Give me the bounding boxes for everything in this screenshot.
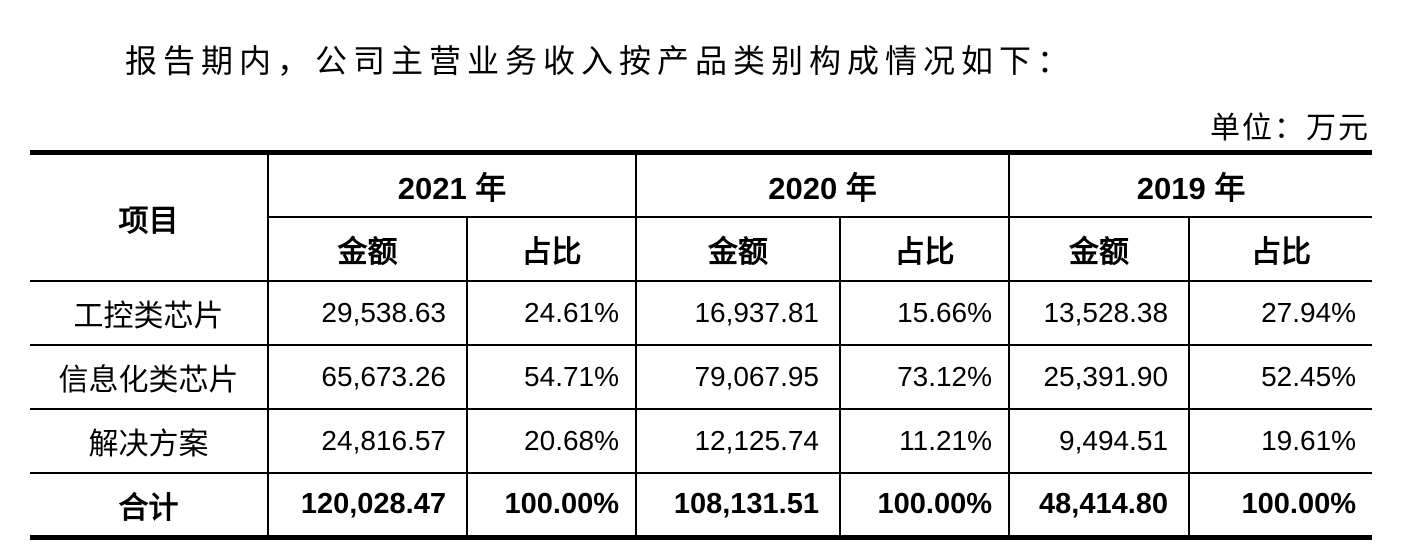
cell-ratio-2020: 15.66% (839, 280, 1011, 346)
cell-amount-2020: 12,125.74 (635, 408, 842, 474)
cell-amount-2019: 9,494.51 (1008, 408, 1191, 474)
cell-total-ratio-2020: 100.00% (839, 472, 1011, 539)
column-header-ratio-2021: 占比 (465, 216, 638, 282)
cell-amount-2019: 25,391.90 (1008, 344, 1191, 410)
cell-total-amount-2021: 120,028.47 (267, 472, 468, 539)
table-header-sub-row: 金额 占比 金额 占比 金额 占比 (30, 216, 1373, 282)
row-label: 工控类芯片 (30, 280, 269, 346)
row-label-total: 合计 (30, 472, 269, 539)
cell-amount-2021: 65,673.26 (267, 344, 468, 410)
table-row-solutions: 解决方案 24,816.57 20.68% 12,125.74 11.21% 9… (30, 408, 1373, 474)
row-label: 信息化类芯片 (30, 344, 269, 410)
cell-amount-2021: 24,816.57 (267, 408, 468, 474)
column-header-year-2019: 2019 年 (1008, 151, 1373, 218)
table-row-informatization-chips: 信息化类芯片 65,673.26 54.71% 79,067.95 73.12%… (30, 344, 1373, 410)
column-header-ratio-2019: 占比 (1188, 216, 1373, 282)
table-row-total: 合计 120,028.47 100.00% 108,131.51 100.00%… (30, 472, 1373, 539)
column-header-amount-2021: 金额 (268, 216, 468, 282)
column-header-item: 项目 (30, 151, 269, 282)
table-header-year-row: 项目 2021 年 2020 年 2019 年 (30, 151, 1373, 282)
cell-total-amount-2020: 108,131.51 (635, 472, 842, 539)
cell-ratio-2021: 20.68% (465, 408, 638, 474)
revenue-by-product-table: 项目 2021 年 2020 年 2019 年 金额 占比 金额 占比 金额 占… (30, 150, 1373, 540)
column-header-year-2021: 2021 年 (266, 151, 638, 218)
document-heading: 报告期内，公司主营业务收入按产品类别构成情况如下： (125, 43, 1076, 79)
cell-ratio-2019: 27.94% (1188, 280, 1373, 346)
cell-ratio-2021: 24.61% (465, 280, 638, 346)
cell-amount-2019: 13,528.38 (1008, 280, 1191, 346)
column-header-year-2020: 2020 年 (635, 151, 1011, 218)
cell-total-ratio-2021: 100.00% (465, 472, 638, 539)
row-label: 解决方案 (30, 408, 269, 474)
column-header-amount-2020: 金额 (635, 216, 842, 282)
cell-ratio-2019: 19.61% (1188, 408, 1373, 474)
cell-ratio-2021: 54.71% (465, 344, 638, 410)
unit-label: 单位：万元 (1210, 112, 1370, 145)
cell-ratio-2020: 11.21% (839, 408, 1011, 474)
cell-total-amount-2019: 48,414.80 (1008, 472, 1191, 539)
cell-ratio-2020: 73.12% (839, 344, 1011, 410)
column-header-amount-2019: 金额 (1008, 216, 1191, 282)
cell-amount-2021: 29,538.63 (267, 280, 468, 346)
cell-amount-2020: 79,067.95 (635, 344, 842, 410)
cell-total-ratio-2019: 100.00% (1188, 472, 1373, 539)
cell-amount-2020: 16,937.81 (635, 280, 842, 346)
column-header-ratio-2020: 占比 (839, 216, 1011, 282)
cell-ratio-2019: 52.45% (1188, 344, 1373, 410)
table-row-industrial-chips: 工控类芯片 29,538.63 24.61% 16,937.81 15.66% … (30, 280, 1373, 346)
